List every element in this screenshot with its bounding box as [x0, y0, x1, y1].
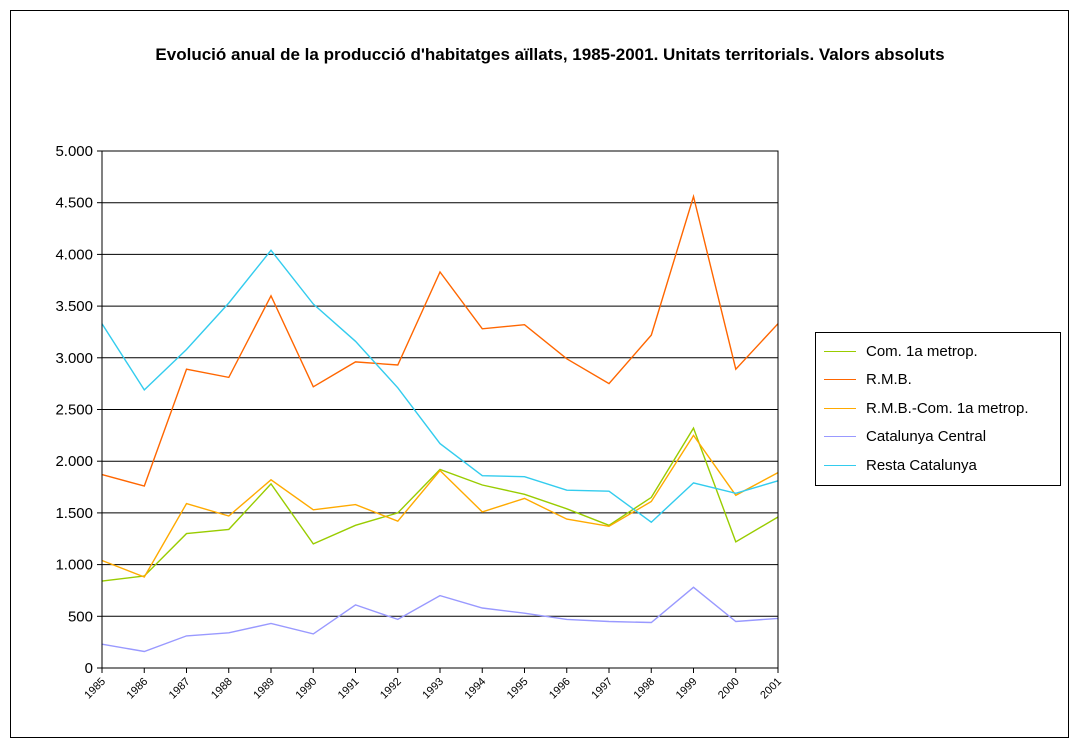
series-line-3 — [101, 586, 779, 653]
y-tick-label: 0 — [85, 660, 93, 677]
y-tick-label: 500 — [68, 608, 93, 625]
legend-label: R.M.B. — [866, 371, 912, 389]
x-axis-ticks: 1985 1986 1987 1988 1989 1990 1991 1992 1993 1994… — [82, 668, 784, 701]
x-tick-label: 1988 — [209, 676, 235, 702]
series-lines — [101, 193, 779, 653]
y-tick-label: 5.000 — [55, 143, 93, 160]
x-tick-label: 1994 — [463, 676, 489, 702]
x-tick-label: 1990 — [294, 676, 320, 702]
y-tick-label: 4.500 — [55, 195, 93, 212]
x-tick-label: 1996 — [547, 676, 573, 702]
series-line-2 — [101, 434, 779, 578]
legend-swatch — [824, 436, 856, 438]
legend-item: Catalunya Central — [824, 423, 1060, 452]
x-tick-label: 1992 — [378, 676, 404, 702]
y-axis-ticks: 0 500 1.000 1.500 2.000 2.500 3.000 3.500 4.000 4… — [55, 143, 102, 677]
legend-item: Com. 1a metrop. — [824, 337, 1060, 366]
legend: Com. 1a metrop. R.M.B. R.M.B.-Com. 1a metr… — [815, 332, 1061, 486]
x-tick-label: 1995 — [505, 676, 531, 702]
y-tick-label: 3.000 — [55, 350, 93, 367]
legend-label: Catalunya Central — [866, 428, 987, 446]
y-tick-label: 2.500 — [55, 402, 93, 419]
x-tick-label: 1998 — [632, 676, 658, 702]
legend-swatch — [824, 407, 856, 409]
x-tick-label: 1997 — [589, 676, 615, 702]
series-line-1 — [101, 193, 779, 487]
x-tick-label: 1986 — [125, 676, 151, 702]
x-tick-label: 1987 — [167, 676, 193, 702]
plot-area — [101, 150, 779, 669]
y-tick-label: 2.000 — [55, 453, 93, 470]
y-tick-label: 3.500 — [55, 298, 93, 315]
chart-title: Evolució anual de la producció d'habitat… — [155, 45, 945, 64]
legend-label: R.M.B.-Com. 1a metrop. — [866, 399, 1029, 417]
x-tick-label: 2000 — [716, 676, 742, 702]
legend-item: Resta Catalunya — [824, 451, 1060, 480]
y-tick-label: 4.000 — [55, 246, 93, 263]
x-tick-label: 1991 — [336, 676, 362, 702]
legend-item: R.M.B.-Com. 1a metrop. — [824, 394, 1060, 423]
legend-label: Resta Catalunya — [866, 456, 977, 474]
y-tick-label: 1.500 — [55, 505, 93, 522]
legend-label: Com. 1a metrop. — [866, 342, 978, 360]
legend-item: R.M.B. — [824, 366, 1060, 395]
x-tick-label: 2001 — [758, 676, 784, 702]
y-tick-label: 1.000 — [55, 557, 93, 574]
x-tick-label: 1993 — [420, 676, 446, 702]
gridlines — [102, 150, 778, 669]
series-line-0 — [101, 426, 779, 582]
legend-swatch — [824, 379, 856, 381]
legend-swatch — [824, 464, 856, 466]
x-tick-label: 1985 — [82, 676, 108, 702]
legend-swatch — [824, 350, 856, 352]
series-line-4 — [101, 249, 779, 524]
x-tick-label: 1989 — [251, 676, 277, 702]
x-tick-label: 1999 — [674, 676, 700, 702]
